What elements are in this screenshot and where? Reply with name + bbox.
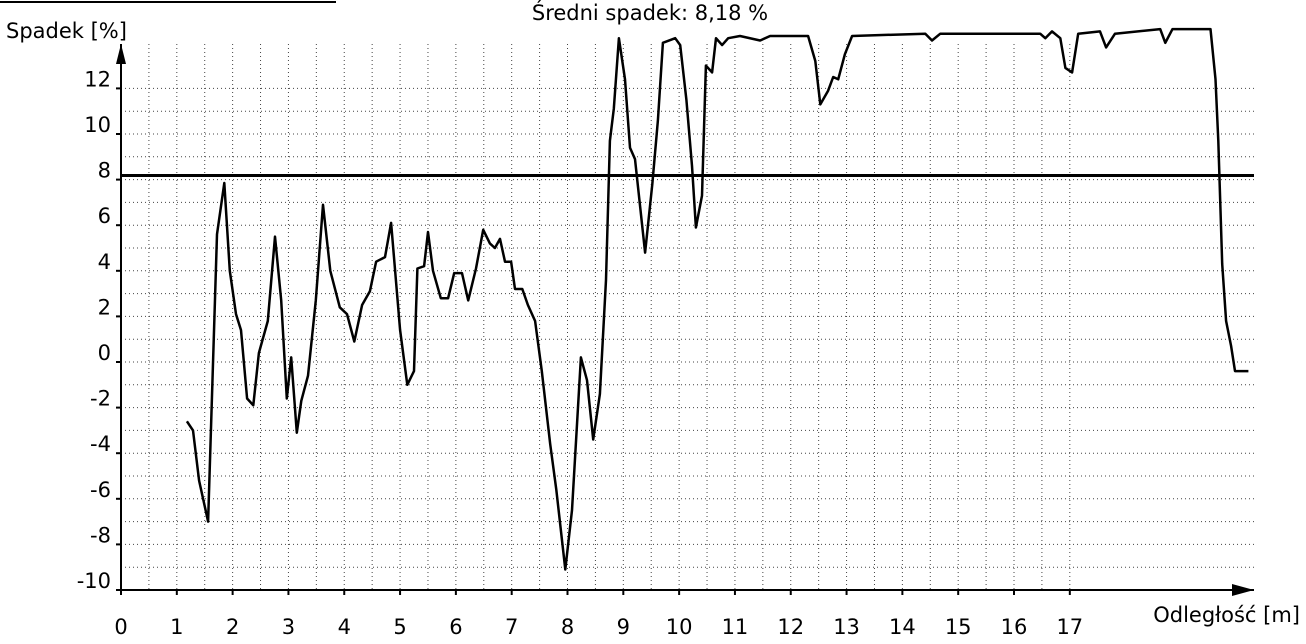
chart-title: Średni spadek: 8,18 % <box>532 0 768 25</box>
x-tick-label: 12 <box>777 615 804 639</box>
y-tick-label: 6 <box>98 204 111 228</box>
x-tick-label: 3 <box>282 615 295 639</box>
x-tick-label: 1 <box>170 615 183 639</box>
x-axis-label: Odległość [m] <box>1153 603 1300 627</box>
x-tick-label: 5 <box>393 615 406 639</box>
x-tick-label: 6 <box>449 615 462 639</box>
x-tick-label: 0 <box>114 615 127 639</box>
x-tick-label: 9 <box>617 615 630 639</box>
y-tick-label: -10 <box>77 569 111 593</box>
x-tick-label: 16 <box>1001 615 1028 639</box>
x-tick-label: 2 <box>226 615 239 639</box>
x-tick-label: 8 <box>561 615 574 639</box>
y-tick-label: -4 <box>90 432 111 456</box>
x-tick-label: 13 <box>833 615 860 639</box>
x-tick-label: 4 <box>338 615 351 639</box>
y-tick-label: 8 <box>98 159 111 183</box>
x-tick-label: 14 <box>889 615 916 639</box>
x-tick-label: 17 <box>1056 615 1083 639</box>
data-line <box>185 27 1249 571</box>
y-tick-label: -6 <box>90 478 111 502</box>
x-tick-label: 7 <box>505 615 518 639</box>
y-axis-arrow <box>116 44 126 64</box>
y-tick-label: 2 <box>98 295 111 319</box>
x-tick-label: 10 <box>666 615 693 639</box>
x-axis-arrow <box>1232 584 1254 596</box>
y-tick-label: 10 <box>84 113 111 137</box>
y-axis-label: Spadek [%] <box>6 19 127 43</box>
x-tick-label: 15 <box>945 615 972 639</box>
y-tick-label: 12 <box>84 67 111 91</box>
y-tick-label: 4 <box>98 250 111 274</box>
y-tick-label: -2 <box>90 387 111 411</box>
y-tick-label: 0 <box>98 341 111 365</box>
x-tick-label: 11 <box>722 615 749 639</box>
y-tick-label: -8 <box>90 523 111 547</box>
